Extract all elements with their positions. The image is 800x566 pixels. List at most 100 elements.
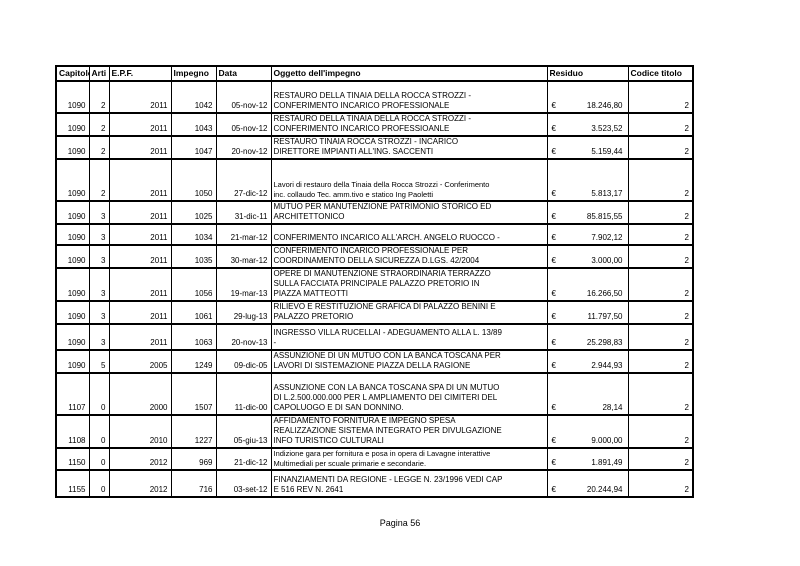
euro-symbol: €	[551, 233, 556, 242]
cell-residuo: €2.944,93	[546, 349, 629, 374]
residuo-amount: 1.891,49	[591, 458, 623, 467]
cell-capitolo: 1108	[55, 414, 90, 449]
cell-codice-titolo: 2	[627, 414, 694, 449]
cell-epf: 2011	[108, 158, 172, 202]
cell-codice-titolo: 2	[627, 80, 694, 114]
cell-epf: 2011	[108, 80, 172, 114]
cell-oggetto: RESTAURO DELLA TINAIA DELLA ROCCA STROZZ…	[270, 80, 548, 114]
cell-capitolo: 1090	[55, 158, 90, 202]
cell-impegno: 1035	[170, 244, 217, 269]
cell-capitolo: 1090	[55, 349, 90, 374]
cell-capitolo: 1090	[55, 323, 90, 351]
cell-residuo: €11.797,50	[546, 300, 629, 325]
table-row: 1090 2 2011 1050 27-dic-12 Lavori di res…	[55, 158, 694, 202]
cell-residuo: €5.813,17	[546, 158, 629, 202]
cell-data: 09-dic-05	[215, 349, 272, 374]
table-row: 1090 5 2005 1249 09-dic-05 ASSUNZIONE DI…	[55, 349, 694, 374]
cell-oggetto: MUTUO PER MANUTENZIONE PATRIMONIO STORIC…	[270, 200, 548, 225]
euro-symbol: €	[551, 338, 556, 347]
residuo-amount: 5.813,17	[591, 189, 623, 198]
cell-impegno: 716	[170, 469, 217, 498]
residuo-amount: 20.244,94	[586, 485, 623, 494]
cell-codice-titolo: 2	[627, 300, 694, 325]
cell-codice-titolo: 2	[627, 469, 694, 498]
cell-epf: 2011	[108, 267, 172, 302]
cell-epf: 2005	[108, 349, 172, 374]
cell-codice-titolo: 2	[627, 244, 694, 269]
cell-data: 31-dic-11	[215, 200, 272, 225]
cell-impegno: 1034	[170, 223, 217, 246]
cell-data: 21-mar-12	[215, 223, 272, 246]
cell-data: 29-lug-13	[215, 300, 272, 325]
cell-capitolo: 1090	[55, 80, 90, 114]
cell-data: 20-nov-12	[215, 135, 272, 160]
cell-capitolo: 1090	[55, 300, 90, 325]
euro-symbol: €	[551, 124, 556, 133]
cell-impegno: 1507	[170, 372, 217, 416]
cell-capitolo: 1090	[55, 135, 90, 160]
cell-epf: 2012	[108, 469, 172, 498]
col-header-impegno: Impegno	[170, 65, 217, 82]
cell-residuo: €25.298,83	[546, 323, 629, 351]
cell-capitolo: 1155	[55, 469, 90, 498]
euro-symbol: €	[551, 256, 556, 265]
col-header-epf: E.P.F.	[108, 65, 172, 82]
table-row: 1090 3 2011 1034 21-mar-12 CONFERIMENTO …	[55, 223, 694, 246]
cell-capitolo: 1107	[55, 372, 90, 416]
cell-impegno: 1063	[170, 323, 217, 351]
cell-epf: 2011	[108, 323, 172, 351]
cell-oggetto: CONFERIMENTO INCARICO PROFESSIONALE PER …	[270, 244, 548, 269]
cell-codice-titolo: 2	[627, 200, 694, 225]
cell-codice-titolo: 2	[627, 447, 694, 471]
cell-capitolo: 1090	[55, 200, 90, 225]
cell-oggetto: RESTAURO TINAIA ROCCA STROZZI - INCARICO…	[270, 135, 548, 160]
cell-residuo: €5.159,44	[546, 135, 629, 160]
table-row: 1090 2 2011 1047 20-nov-12 RESTAURO TINA…	[55, 135, 694, 160]
euro-symbol: €	[551, 458, 556, 467]
cell-arti: 3	[88, 200, 110, 225]
cell-oggetto: RESTAURO DELLA TINAIA DELLA ROCCA STROZZ…	[270, 112, 548, 137]
cell-residuo: €7.902,12	[546, 223, 629, 246]
cell-residuo: €9.000,00	[546, 414, 629, 449]
residuo-amount: 5.159,44	[591, 147, 623, 156]
euro-symbol: €	[551, 403, 556, 412]
cell-arti: 0	[88, 372, 110, 416]
impegni-table: Capitolo Arti E.P.F. Impegno Data Oggett…	[55, 65, 694, 498]
cell-data: 05-nov-12	[215, 112, 272, 137]
residuo-amount: 3.523,52	[591, 124, 623, 133]
residuo-amount: 11.797,50	[587, 312, 623, 321]
cell-data: 05-nov-12	[215, 80, 272, 114]
cell-arti: 3	[88, 223, 110, 246]
residuo-amount: 3.000,00	[591, 256, 623, 265]
euro-symbol: €	[551, 312, 556, 321]
cell-impegno: 1050	[170, 158, 217, 202]
cell-arti: 2	[88, 80, 110, 114]
residuo-amount: 18.246,80	[586, 101, 623, 110]
cell-arti: 0	[88, 414, 110, 449]
cell-oggetto: Indizione gara per fornitura e posa in o…	[270, 447, 548, 471]
cell-residuo: €28,14	[546, 372, 629, 416]
cell-arti: 3	[88, 244, 110, 269]
cell-arti: 2	[88, 135, 110, 160]
cell-oggetto: RILIEVO E RESTITUZIONE GRAFICA DI PALAZZ…	[270, 300, 548, 325]
col-header-capitolo: Capitolo	[55, 65, 90, 82]
col-header-codice-titolo: Codice titolo	[627, 65, 694, 82]
cell-capitolo: 1150	[55, 447, 90, 471]
residuo-amount: 25.298,83	[586, 338, 623, 347]
euro-symbol: €	[551, 289, 556, 298]
euro-symbol: €	[551, 189, 556, 198]
cell-residuo: €1.891,49	[546, 447, 629, 471]
residuo-amount: 9.000,00	[591, 436, 623, 445]
cell-oggetto: ASSUNZIONE CON LA BANCA TOSCANA SPA DI U…	[270, 372, 548, 416]
euro-symbol: €	[551, 485, 556, 494]
cell-epf: 2010	[108, 414, 172, 449]
cell-epf: 2011	[108, 300, 172, 325]
cell-epf: 2011	[108, 200, 172, 225]
cell-capitolo: 1090	[55, 223, 90, 246]
cell-codice-titolo: 2	[627, 323, 694, 351]
cell-arti: 2	[88, 112, 110, 137]
col-header-residuo: Residuo	[546, 65, 629, 82]
cell-oggetto: Lavori di restauro della Tinaia della Ro…	[270, 158, 548, 202]
cell-codice-titolo: 2	[627, 223, 694, 246]
